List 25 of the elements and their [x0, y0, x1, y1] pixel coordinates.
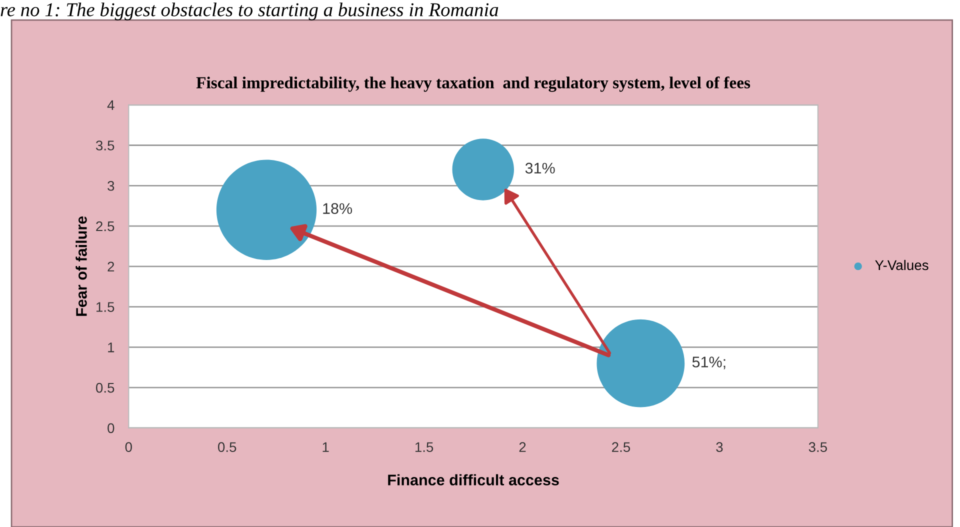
text: re no 1: The biggest obstacles to starting a business in Romania — [0, 2, 498, 20]
y-tick-label: 0.5 — [96, 382, 114, 393]
x-tick-label: 1.5 — [415, 442, 434, 452]
y-tick-label: 3.5 — [96, 140, 114, 150]
y-axis-title: Fear of failure — [76, 216, 87, 316]
x-axis-title: Finance difficult access — [388, 474, 559, 486]
y-tick-label: 2 — [108, 262, 114, 272]
annotation: 31% — [525, 162, 555, 174]
y-tick-label: 2.5 — [96, 221, 114, 232]
x-tick-label: 2.5 — [612, 442, 630, 452]
legend-label: Y-Values — [875, 260, 928, 270]
y-tick-label: 4 — [107, 100, 114, 110]
x-tick-label: 0.5 — [218, 442, 236, 452]
x-tick-label: 3.5 — [808, 442, 827, 452]
y-tick-label: 0 — [108, 423, 114, 434]
x-tick-label: 3 — [716, 442, 723, 452]
x-tick-label: 1 — [322, 442, 329, 452]
x-tick-label: 0 — [125, 442, 132, 452]
y-tick-label: 1.5 — [96, 302, 114, 312]
y-tick-label: 1 — [108, 342, 114, 352]
chart-title: Fiscal impredictability, the heavy taxation and regulatory system, level of fees — [196, 76, 750, 92]
x-tick-label: 2 — [519, 442, 526, 452]
y-tick-label: 3 — [108, 180, 114, 191]
annotation: 18% — [323, 203, 352, 214]
annotation: 51%; — [692, 356, 726, 370]
